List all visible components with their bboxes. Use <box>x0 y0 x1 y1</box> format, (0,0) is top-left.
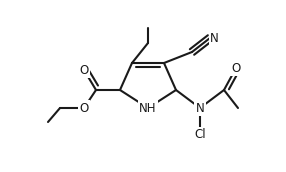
Text: O: O <box>80 101 89 115</box>
Text: N: N <box>196 101 204 115</box>
Text: O: O <box>231 62 241 74</box>
Text: O: O <box>80 63 89 77</box>
Text: N: N <box>210 31 219 45</box>
Text: Cl: Cl <box>194 128 206 142</box>
Text: NH: NH <box>139 101 157 115</box>
